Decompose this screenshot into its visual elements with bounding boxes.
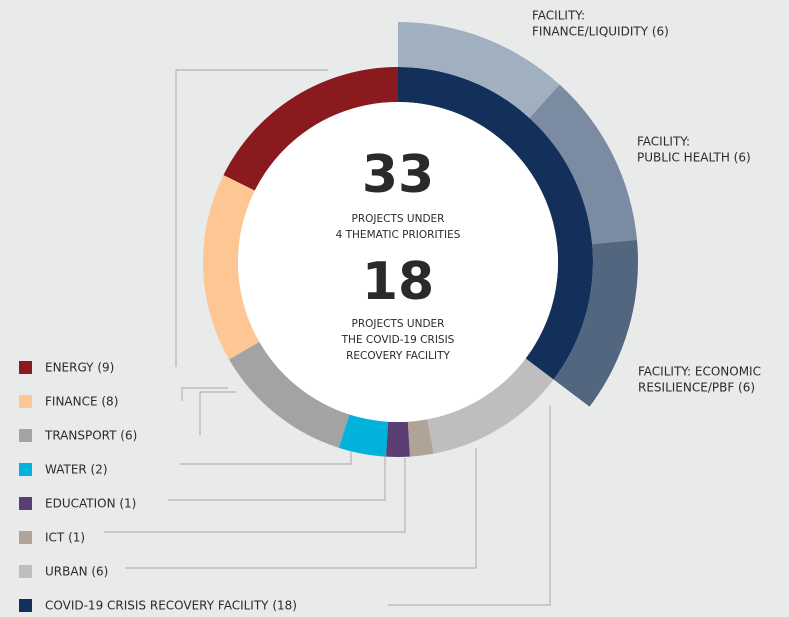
center-value: 18	[362, 252, 434, 312]
leader-line	[175, 69, 328, 367]
ring-segment	[203, 175, 260, 360]
legend-label: FINANCE (8)	[45, 395, 118, 409]
legend-label: ENERGY (9)	[45, 361, 114, 375]
leader-line	[125, 448, 477, 569]
facility-label: RESILIENCE/PBF (6)	[638, 381, 755, 395]
center-text: THE COVID-19 CRISIS	[341, 334, 455, 346]
leader-line	[180, 450, 352, 465]
legend-swatch	[19, 429, 32, 442]
facility-label: FACILITY:	[637, 135, 690, 149]
center-text: RECOVERY FACILITY	[346, 350, 450, 362]
ring-segment	[229, 342, 350, 448]
ring-segment	[338, 414, 389, 457]
leader-line	[181, 387, 228, 401]
ring-segment	[398, 67, 593, 380]
leader-line	[168, 455, 386, 501]
legend-swatch	[19, 531, 32, 544]
facility-segment	[553, 239, 638, 407]
leader-line	[104, 458, 406, 533]
center-value: 33	[362, 145, 434, 205]
donut	[203, 22, 638, 457]
legend-label: ICT (1)	[45, 531, 85, 545]
legend-swatch	[19, 497, 32, 510]
center-text: 4 THEMATIC PRIORITIES	[336, 229, 461, 241]
facility-label: FINANCE/LIQUIDITY (6)	[532, 25, 669, 39]
legend-swatch	[19, 395, 32, 408]
center-text: PROJECTS UNDER	[352, 318, 445, 330]
legend-swatch	[19, 463, 32, 476]
leader-line	[199, 391, 236, 435]
legend-label: EDUCATION (1)	[45, 497, 136, 511]
facility-segment	[398, 22, 560, 118]
legend-label: COVID-19 CRISIS RECOVERY FACILITY (18)	[45, 599, 297, 613]
facility-label: PUBLIC HEALTH (6)	[637, 151, 751, 165]
legend-label: URBAN (6)	[45, 565, 108, 579]
ring-segment	[223, 67, 398, 191]
legend-swatch	[19, 599, 32, 612]
leader-line	[388, 405, 551, 606]
ring-segment	[427, 358, 554, 454]
legend-swatch	[19, 565, 32, 578]
legend-swatch	[19, 361, 32, 374]
center-text: PROJECTS UNDER	[352, 213, 445, 225]
facility-label: FACILITY:	[532, 9, 585, 23]
leader-lines	[104, 69, 551, 606]
ring-segment	[385, 421, 411, 457]
center-disc	[238, 102, 558, 422]
facility-label: FACILITY: ECONOMIC	[638, 365, 761, 379]
legend-label: TRANSPORT (6)	[44, 429, 137, 443]
ring-segment	[407, 419, 434, 457]
facility-segment	[529, 84, 637, 245]
legend-label: WATER (2)	[45, 463, 108, 477]
